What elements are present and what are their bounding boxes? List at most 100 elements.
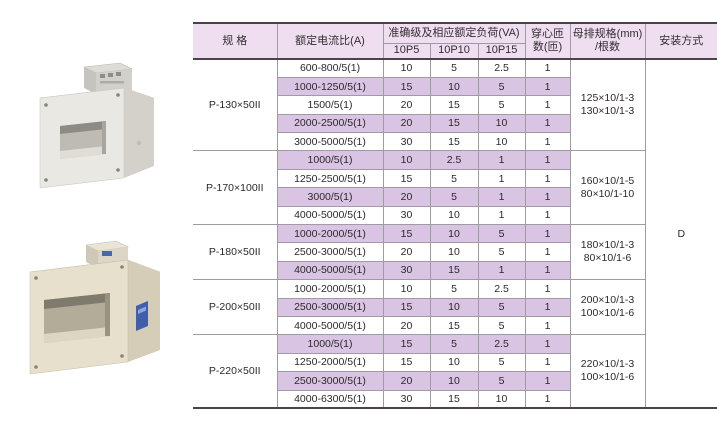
screw-icon bbox=[116, 168, 120, 172]
busbar-cell: 125×10/1-3 130×10/1-3 bbox=[569, 58, 646, 152]
p5-cell: 15 bbox=[382, 352, 431, 373]
p5-cell: 20 bbox=[382, 371, 431, 391]
p10-cell: 5 bbox=[429, 187, 479, 207]
turns-cell: 1 bbox=[524, 58, 571, 78]
busbar-line: 80×10/1-6 bbox=[583, 252, 632, 265]
p10-cell: 10 bbox=[429, 205, 479, 226]
product-photo-bottom bbox=[29, 240, 161, 375]
p5-cell: 10 bbox=[382, 279, 431, 299]
p10-cell: 2.5 bbox=[429, 150, 479, 170]
table-row: P-180×50II 1000-2000/5(1) 15 10 5 1 180×10/1-3… bbox=[193, 224, 717, 281]
header-ratio: 额定电流比(A) bbox=[276, 22, 384, 60]
turns-cell: 1 bbox=[524, 168, 571, 189]
p5-cell: 15 bbox=[382, 297, 431, 317]
header-10p5: 10P5 bbox=[382, 42, 431, 60]
busbar-line: 130×10/1-3 bbox=[580, 105, 635, 118]
turns-cell: 1 bbox=[524, 279, 571, 299]
busbar-line: 125×10/1-3 bbox=[580, 92, 635, 105]
p10-cell: 15 bbox=[429, 389, 479, 409]
p5-cell: 20 bbox=[382, 95, 431, 115]
p5-cell: 20 bbox=[382, 113, 431, 134]
p15-cell: 1 bbox=[477, 205, 526, 226]
p15-cell: 5 bbox=[477, 297, 526, 317]
p10-cell: 5 bbox=[429, 279, 479, 299]
p10-cell: 10 bbox=[429, 371, 479, 391]
ratio-cell: 3000/5(1) bbox=[276, 187, 384, 207]
header-10p15: 10P15 bbox=[477, 42, 526, 60]
ct-window bbox=[60, 121, 106, 159]
p5-cell: 10 bbox=[382, 58, 431, 78]
table-row: 1250-2500/5(1) 15 5 1 1 bbox=[193, 168, 717, 189]
table-row: 4000-6300/5(1) 30 15 10 1 bbox=[193, 389, 717, 409]
table-row: 2500-3000/5(1) 20 10 5 1 bbox=[193, 242, 717, 262]
p15-cell: 5 bbox=[477, 371, 526, 391]
busbar-cell: 160×10/1-5 80×10/1-10 bbox=[569, 150, 646, 226]
side-hole-icon bbox=[136, 140, 142, 146]
header-busbar: 母排规格(mm) /根数 bbox=[569, 22, 646, 60]
ct-body bbox=[29, 259, 161, 375]
header-install: 安装方式 bbox=[644, 22, 717, 60]
p15-cell: 5 bbox=[477, 242, 526, 262]
table-row: 2500-3000/5(1) 20 10 5 1 bbox=[193, 371, 717, 391]
p10-cell: 10 bbox=[429, 76, 479, 97]
turns-cell: 1 bbox=[524, 150, 571, 170]
screw-icon bbox=[116, 93, 120, 97]
turns-cell: 1 bbox=[524, 187, 571, 207]
turns-cell: 1 bbox=[524, 315, 571, 336]
p15-cell: 5 bbox=[477, 224, 526, 244]
install-cell: D bbox=[644, 58, 717, 409]
ratio-cell: 1250-2500/5(1) bbox=[276, 168, 384, 189]
p10-cell: 15 bbox=[429, 113, 479, 134]
spec-table-body: P-130×50II 600-800/5(1) 10 5 2.5 1 125×10/1-3 1… bbox=[193, 58, 717, 409]
p10-cell: 10 bbox=[429, 297, 479, 317]
busbar-cell: 180×10/1-3 80×10/1-6 bbox=[569, 224, 646, 281]
ratio-cell: 600-800/5(1) bbox=[276, 58, 384, 78]
p15-cell: 5 bbox=[477, 76, 526, 97]
turns-cell: 1 bbox=[524, 132, 571, 152]
p5-cell: 15 bbox=[382, 76, 431, 97]
p5-cell: 30 bbox=[382, 132, 431, 152]
p10-cell: 5 bbox=[429, 168, 479, 189]
screw-icon bbox=[120, 265, 124, 269]
screw-icon bbox=[44, 178, 48, 182]
turns-cell: 1 bbox=[524, 76, 571, 97]
ratio-cell: 1000-1250/5(1) bbox=[276, 76, 384, 97]
p15-cell: 5 bbox=[477, 315, 526, 336]
screw-icon bbox=[34, 276, 38, 280]
spec-table: 规 格 额定电流比(A) 准确级及相应额定负荷(VA) 穿心匝 数(匝) 母排规… bbox=[193, 22, 717, 410]
table-row: 1250-2000/5(1) 15 10 5 1 bbox=[193, 352, 717, 373]
ratio-cell: 4000-5000/5(1) bbox=[276, 260, 384, 281]
p10-cell: 5 bbox=[429, 334, 479, 354]
p15-cell: 10 bbox=[477, 389, 526, 409]
p5-cell: 30 bbox=[382, 205, 431, 226]
p5-cell: 15 bbox=[382, 168, 431, 189]
ratio-cell: 2500-3000/5(1) bbox=[276, 371, 384, 391]
turns-cell: 1 bbox=[524, 334, 571, 354]
p10-cell: 15 bbox=[429, 315, 479, 336]
spec-cell: P-130×50II bbox=[193, 58, 278, 152]
p15-cell: 1 bbox=[477, 260, 526, 281]
spec-cell: P-220×50II bbox=[193, 334, 278, 409]
p10-cell: 10 bbox=[429, 352, 479, 373]
ratio-cell: 1250-2000/5(1) bbox=[276, 352, 384, 373]
terminal-label-icon bbox=[102, 251, 112, 256]
busbar-line: 80×10/1-10 bbox=[580, 187, 635, 200]
busbar-line: 160×10/1-5 bbox=[580, 174, 635, 187]
terminal-block-icon bbox=[82, 62, 134, 94]
screw-icon bbox=[34, 365, 38, 369]
busbar-line: 180×10/1-3 bbox=[580, 239, 635, 252]
table-row: 3000/5(1) 20 5 1 1 bbox=[193, 187, 717, 207]
p5-cell: 20 bbox=[382, 242, 431, 262]
p15-cell: 2.5 bbox=[477, 58, 526, 78]
screw-icon bbox=[120, 354, 124, 358]
ct-window bbox=[44, 293, 110, 343]
p15-cell: 5 bbox=[477, 95, 526, 115]
ratio-cell: 2500-3000/5(1) bbox=[276, 297, 384, 317]
ratio-cell: 2500-3000/5(1) bbox=[276, 242, 384, 262]
header-busbar-line1: 母排规格(mm) bbox=[572, 28, 643, 41]
busbar-line: 100×10/1-6 bbox=[580, 371, 635, 384]
turns-cell: 1 bbox=[524, 352, 571, 373]
header-10p10: 10P10 bbox=[429, 42, 479, 60]
header-busbar-line2: /根数 bbox=[594, 41, 621, 53]
turns-cell: 1 bbox=[524, 242, 571, 262]
